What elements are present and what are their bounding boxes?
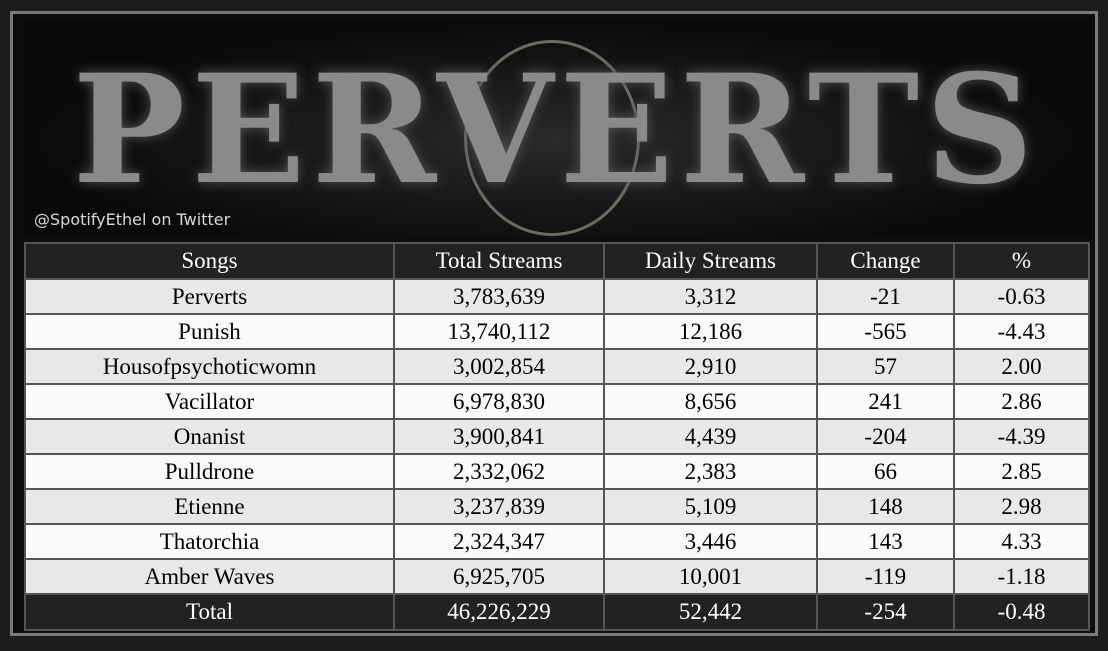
- cell: 3,002,854: [393, 348, 605, 385]
- total-cell: -254: [816, 593, 955, 631]
- table-row: Thatorchia 2,324,347 3,446 143 4.33: [24, 523, 1090, 560]
- cell: 2.98: [953, 488, 1090, 525]
- cell: 241: [816, 383, 955, 420]
- table-row: Vacillator 6,978,830 8,656 241 2.86: [24, 383, 1090, 420]
- cell: 66: [816, 453, 955, 490]
- cell: -565: [816, 313, 955, 350]
- cell: 3,783,639: [393, 278, 605, 315]
- cell: Pulldrone: [24, 453, 395, 490]
- cell: Punish: [24, 313, 395, 350]
- cell: -0.63: [953, 278, 1090, 315]
- cell: 6,925,705: [393, 558, 605, 595]
- table-row: Punish 13,740,112 12,186 -565 -4.43: [24, 313, 1090, 350]
- cell: 57: [816, 348, 955, 385]
- cell: 2,332,062: [393, 453, 605, 490]
- cell: 2.85: [953, 453, 1090, 490]
- table-row: Amber Waves 6,925,705 10,001 -119 -1.18: [24, 558, 1090, 595]
- ring-graphic: [464, 40, 640, 236]
- column-header: Change: [816, 242, 955, 280]
- cell: 8,656: [603, 383, 818, 420]
- total-cell: 46,226,229: [393, 593, 605, 631]
- credit: @SpotifyEthel on Twitter: [34, 210, 231, 229]
- cell: 12,186: [603, 313, 818, 350]
- cell: 3,900,841: [393, 418, 605, 455]
- table-row: Etienne 3,237,839 5,109 148 2.98: [24, 488, 1090, 525]
- cell: Thatorchia: [24, 523, 395, 560]
- cell: -21: [816, 278, 955, 315]
- table-row: Pulldrone 2,332,062 2,383 66 2.85: [24, 453, 1090, 490]
- table-row: Perverts 3,783,639 3,312 -21 -0.63: [24, 278, 1090, 315]
- cell: 3,446: [603, 523, 818, 560]
- cell: 3,237,839: [393, 488, 605, 525]
- cell: Amber Waves: [24, 558, 395, 595]
- cell: 4,439: [603, 418, 818, 455]
- cell: -4.43: [953, 313, 1090, 350]
- total-cell: 52,442: [603, 593, 818, 631]
- cell: Onanist: [24, 418, 395, 455]
- column-header: Total Streams: [393, 242, 605, 280]
- column-header: %: [953, 242, 1090, 280]
- table-row: Housofpsychoticwomn 3,002,854 2,910 57 2.00: [24, 348, 1090, 385]
- cell: 13,740,112: [393, 313, 605, 350]
- cell: 2,910: [603, 348, 818, 385]
- cell: 3,312: [603, 278, 818, 315]
- cell: 2.86: [953, 383, 1090, 420]
- cell: Vacillator: [24, 383, 395, 420]
- cell: 2,383: [603, 453, 818, 490]
- cell: -1.18: [953, 558, 1090, 595]
- stats-table: Songs Total Streams Daily Streams Change% P…: [24, 242, 1090, 631]
- cell: 5,109: [603, 488, 818, 525]
- cell: Etienne: [24, 488, 395, 525]
- cell: Housofpsychoticwomn: [24, 348, 395, 385]
- table-row: Onanist 3,900,841 4,439 -204 -4.39: [24, 418, 1090, 455]
- cell: -119: [816, 558, 955, 595]
- cell: -4.39: [953, 418, 1090, 455]
- banner: PERVERTS @SpotifyEthel on Twitter: [24, 22, 1088, 238]
- total-row: Total 46,226,229 52,442 -254 -0.48: [24, 593, 1090, 631]
- column-header: Daily Streams: [603, 242, 818, 280]
- cell: Perverts: [24, 278, 395, 315]
- cell: 6,978,830: [393, 383, 605, 420]
- total-cell: Total: [24, 593, 395, 631]
- cell: 2.00: [953, 348, 1090, 385]
- cell: 148: [816, 488, 955, 525]
- cell: 10,001: [603, 558, 818, 595]
- cell: -204: [816, 418, 955, 455]
- column-header: Songs: [24, 242, 395, 280]
- header-row: Songs Total Streams Daily Streams Change%: [24, 242, 1090, 280]
- total-cell: -0.48: [953, 593, 1090, 631]
- cell: 4.33: [953, 523, 1090, 560]
- banner-title: PERVERTS: [72, 42, 1040, 218]
- cell: 2,324,347: [393, 523, 605, 560]
- cell: 143: [816, 523, 955, 560]
